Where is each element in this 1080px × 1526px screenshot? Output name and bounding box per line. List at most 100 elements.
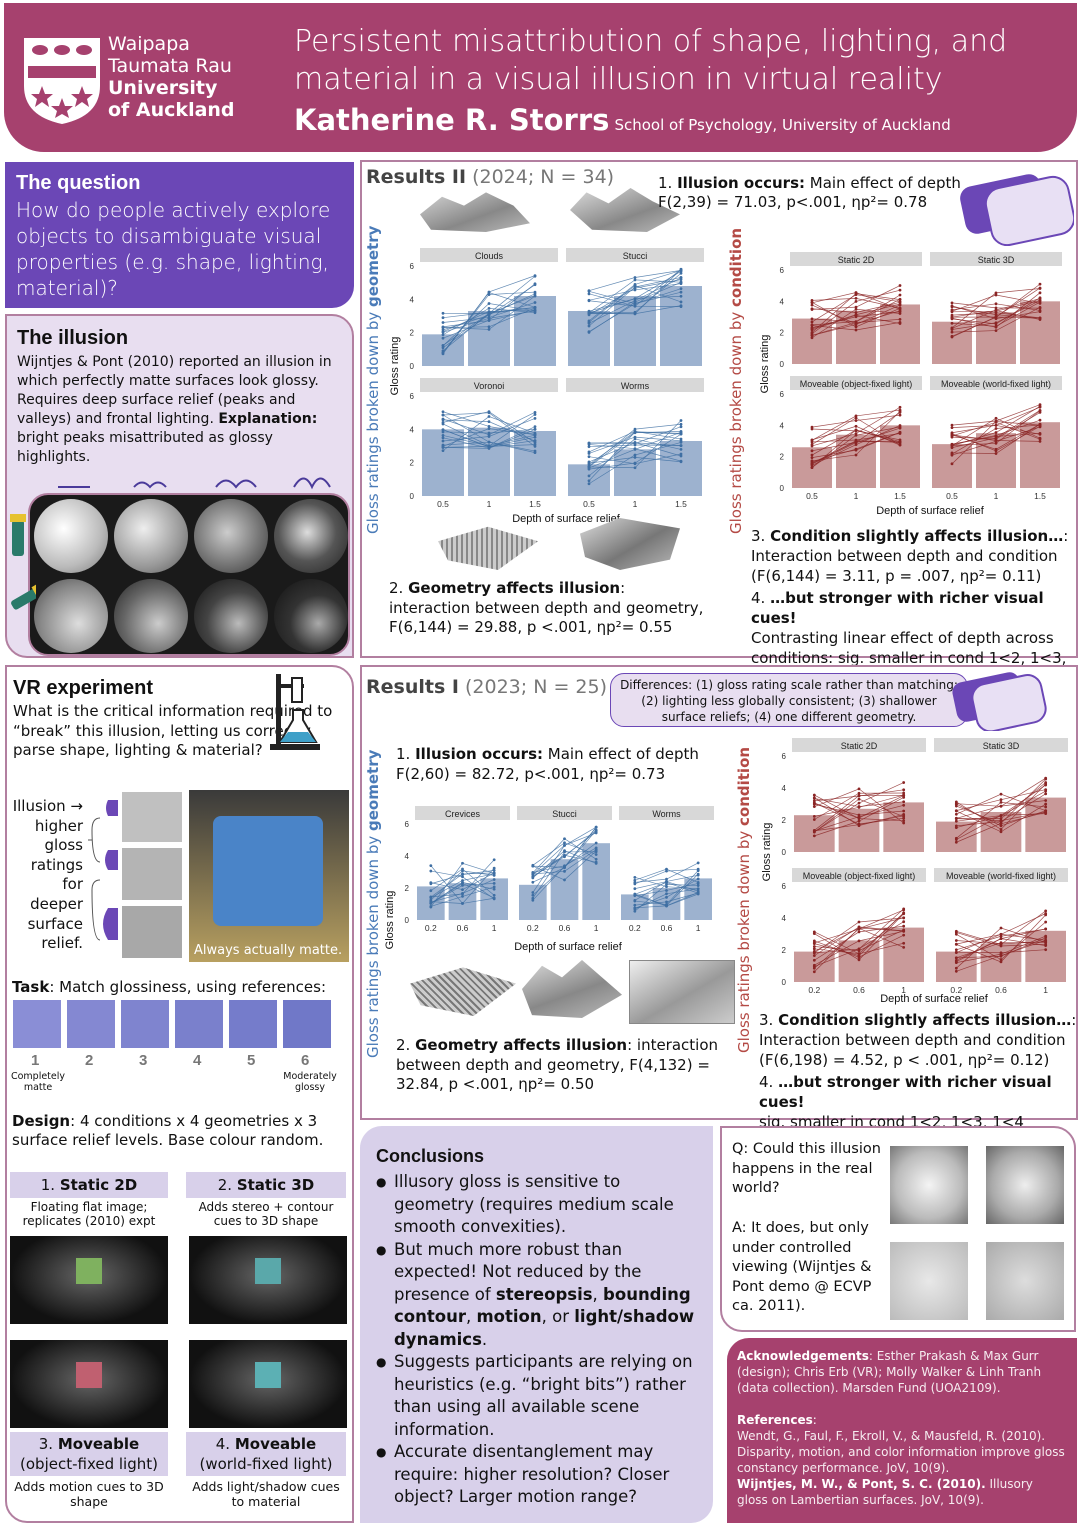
participant-point	[679, 300, 683, 304]
participant-point	[994, 311, 998, 315]
y-tick-label: 6	[405, 820, 410, 829]
participant-point	[533, 417, 537, 420]
participant-point	[429, 864, 433, 868]
x-tick-label: 0.6	[853, 985, 865, 995]
participant-point	[810, 336, 814, 340]
vr-heading: VR experiment	[13, 677, 154, 699]
participant-point	[533, 413, 537, 416]
conclusions-heading: Conclusions	[376, 1146, 485, 1166]
participant-point	[533, 435, 537, 439]
participant-point	[812, 954, 816, 958]
x-tick-label: 0.6	[559, 923, 571, 933]
participant-point	[994, 441, 998, 445]
swatch-2	[67, 1000, 115, 1048]
participant-point	[633, 297, 637, 301]
x-tick-label: 1.5	[675, 499, 687, 509]
res1-point-4: 4. …but stronger with richer visual cues…	[759, 1073, 1052, 1131]
participant-point	[999, 792, 1003, 796]
participant-point	[1038, 299, 1042, 302]
participant-point	[441, 351, 445, 354]
participant-point	[1044, 802, 1048, 806]
res1-point-3: 3. Condition slightly affects illusion…:…	[759, 1011, 1077, 1069]
participant-point	[857, 801, 861, 805]
participant-point	[696, 873, 700, 877]
participant-point	[696, 861, 700, 865]
participant-point	[812, 945, 816, 948]
participant-point	[999, 800, 1003, 804]
x-tick-label: 1.5	[529, 499, 541, 509]
cond-4-stimulus	[255, 1362, 281, 1388]
participant-point	[810, 440, 814, 444]
participant-point	[487, 327, 491, 331]
participant-point	[587, 310, 591, 314]
participant-point	[492, 878, 496, 881]
participant-point	[954, 960, 958, 964]
participant-point	[633, 887, 637, 891]
participant-point	[994, 449, 998, 453]
participant-point	[857, 947, 861, 951]
participant-point	[1044, 788, 1048, 791]
stimulus-flat-side	[34, 579, 108, 653]
participant-point	[441, 316, 445, 320]
participant-point	[1044, 936, 1048, 940]
participant-point	[812, 930, 816, 934]
x-tick-label: 0.5	[946, 491, 958, 501]
y-tick-label: 2	[410, 459, 415, 468]
participant-point	[429, 905, 433, 908]
participant-point	[492, 866, 496, 870]
participant-point	[531, 864, 535, 868]
participant-point	[1038, 437, 1042, 441]
participant-point	[994, 439, 998, 443]
participant-point	[441, 333, 445, 337]
participant-point	[441, 434, 445, 437]
facet-strip	[420, 378, 558, 392]
participant-point	[1038, 418, 1042, 422]
participant-point	[533, 427, 537, 431]
participant-point	[633, 875, 637, 879]
participant-point	[492, 887, 496, 891]
relief-profile-icons	[58, 477, 331, 490]
design-label: Design	[12, 1112, 71, 1130]
y-tick-label: 0	[782, 848, 787, 857]
participant-point	[461, 867, 464, 871]
participant-point	[665, 904, 668, 908]
illusion-panel: The illusion Wijntjes & Pont (2010) repo…	[5, 314, 354, 658]
participant-point	[994, 322, 998, 326]
res2-condition-chart: Static 2D 0 2 4 6 Static 3D Moveable (object-f…	[759, 252, 1062, 517]
participant-point	[679, 267, 683, 271]
y-tick-label: 6	[410, 392, 415, 401]
participant-point	[679, 459, 683, 463]
bar	[568, 311, 610, 366]
participant-point	[950, 304, 954, 308]
participant-point	[857, 823, 861, 827]
cond-1-label: 1. Static 2D	[10, 1172, 168, 1198]
x-axis-label: Depth of surface relief	[876, 505, 985, 517]
cond-3-stimulus	[76, 1362, 102, 1388]
participant-point	[633, 278, 637, 282]
participant-point	[665, 892, 668, 896]
participant-point	[679, 454, 683, 458]
participant-point	[679, 444, 683, 447]
participant-point	[950, 423, 954, 427]
participant-point	[812, 939, 816, 943]
participant-point	[898, 288, 902, 292]
participant-point	[812, 966, 816, 970]
participant-point	[954, 951, 958, 955]
participant-point	[696, 881, 700, 884]
participant-point	[696, 867, 700, 871]
participant-point	[812, 834, 816, 838]
cond-2-label: 2. Static 3D	[186, 1172, 346, 1198]
participant-point	[854, 419, 858, 422]
scale-6: 6	[301, 1052, 310, 1069]
poster-header: Waipapa Taumata Rau University of Auckla…	[4, 3, 1077, 152]
bar	[660, 286, 702, 366]
participant-point	[999, 926, 1003, 930]
y-tick-label: 4	[780, 297, 785, 306]
stimulus-low-side	[114, 579, 188, 653]
participant-point	[898, 405, 902, 409]
participant-point	[441, 428, 445, 432]
participant-point	[999, 798, 1003, 802]
participant-point	[633, 447, 637, 451]
participant-point	[1038, 403, 1042, 407]
participant-point	[594, 825, 598, 829]
